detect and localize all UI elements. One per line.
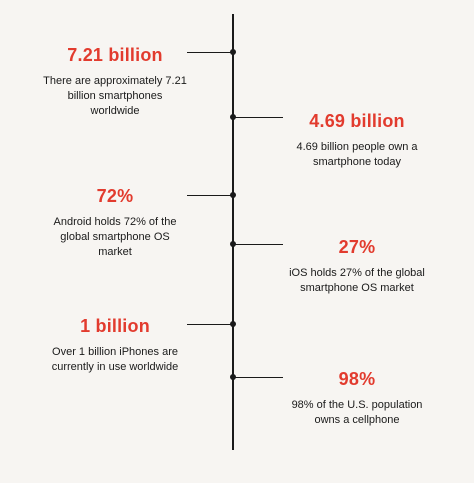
fact-5: 1 billion Over 1 billion iPhones are cur… xyxy=(20,315,210,375)
timeline-dot-5 xyxy=(230,321,236,327)
fact-1-value: 7.21 billion xyxy=(67,45,163,65)
timeline-dot-2 xyxy=(230,114,236,120)
timeline-axis xyxy=(232,14,234,450)
fact-3-value: 72% xyxy=(96,186,134,206)
fact-1: 7.21 billion There are approximately 7.2… xyxy=(20,44,210,119)
fact-5-value: 1 billion xyxy=(80,316,150,336)
fact-6-description: 98% of the U.S. population owns a cellph… xyxy=(291,399,423,426)
fact-6: 98% 98% of the U.S. population owns a ce… xyxy=(257,368,457,428)
fact-2-description: 4.69 billion people own a smartphone tod… xyxy=(296,141,418,168)
fact-3: 72% Android holds 72% of the global smar… xyxy=(20,185,210,260)
fact-2: 4.69 billion 4.69 billion people own a s… xyxy=(262,110,452,170)
timeline-dot-3 xyxy=(230,192,236,198)
connector-1 xyxy=(187,52,233,53)
timeline-dot-1 xyxy=(230,49,236,55)
connector-4 xyxy=(233,244,283,245)
timeline-dot-4 xyxy=(230,241,236,247)
fact-1-description: There are approximately 7.21 billion sma… xyxy=(43,75,187,117)
connector-5 xyxy=(187,324,233,325)
fact-4-value: 27% xyxy=(338,237,376,257)
fact-6-value: 98% xyxy=(338,369,376,389)
fact-2-value: 4.69 billion xyxy=(309,111,405,131)
connector-6 xyxy=(233,377,283,378)
fact-5-description: Over 1 billion iPhones are currently in … xyxy=(51,346,179,373)
connector-2 xyxy=(233,117,283,118)
fact-3-description: Android holds 72% of the global smartpho… xyxy=(53,216,177,258)
timeline-dot-6 xyxy=(230,374,236,380)
fact-4: 27% iOS holds 27% of the global smartpho… xyxy=(257,236,457,296)
fact-4-description: iOS holds 27% of the global smartphone O… xyxy=(289,267,425,294)
connector-3 xyxy=(187,195,233,196)
